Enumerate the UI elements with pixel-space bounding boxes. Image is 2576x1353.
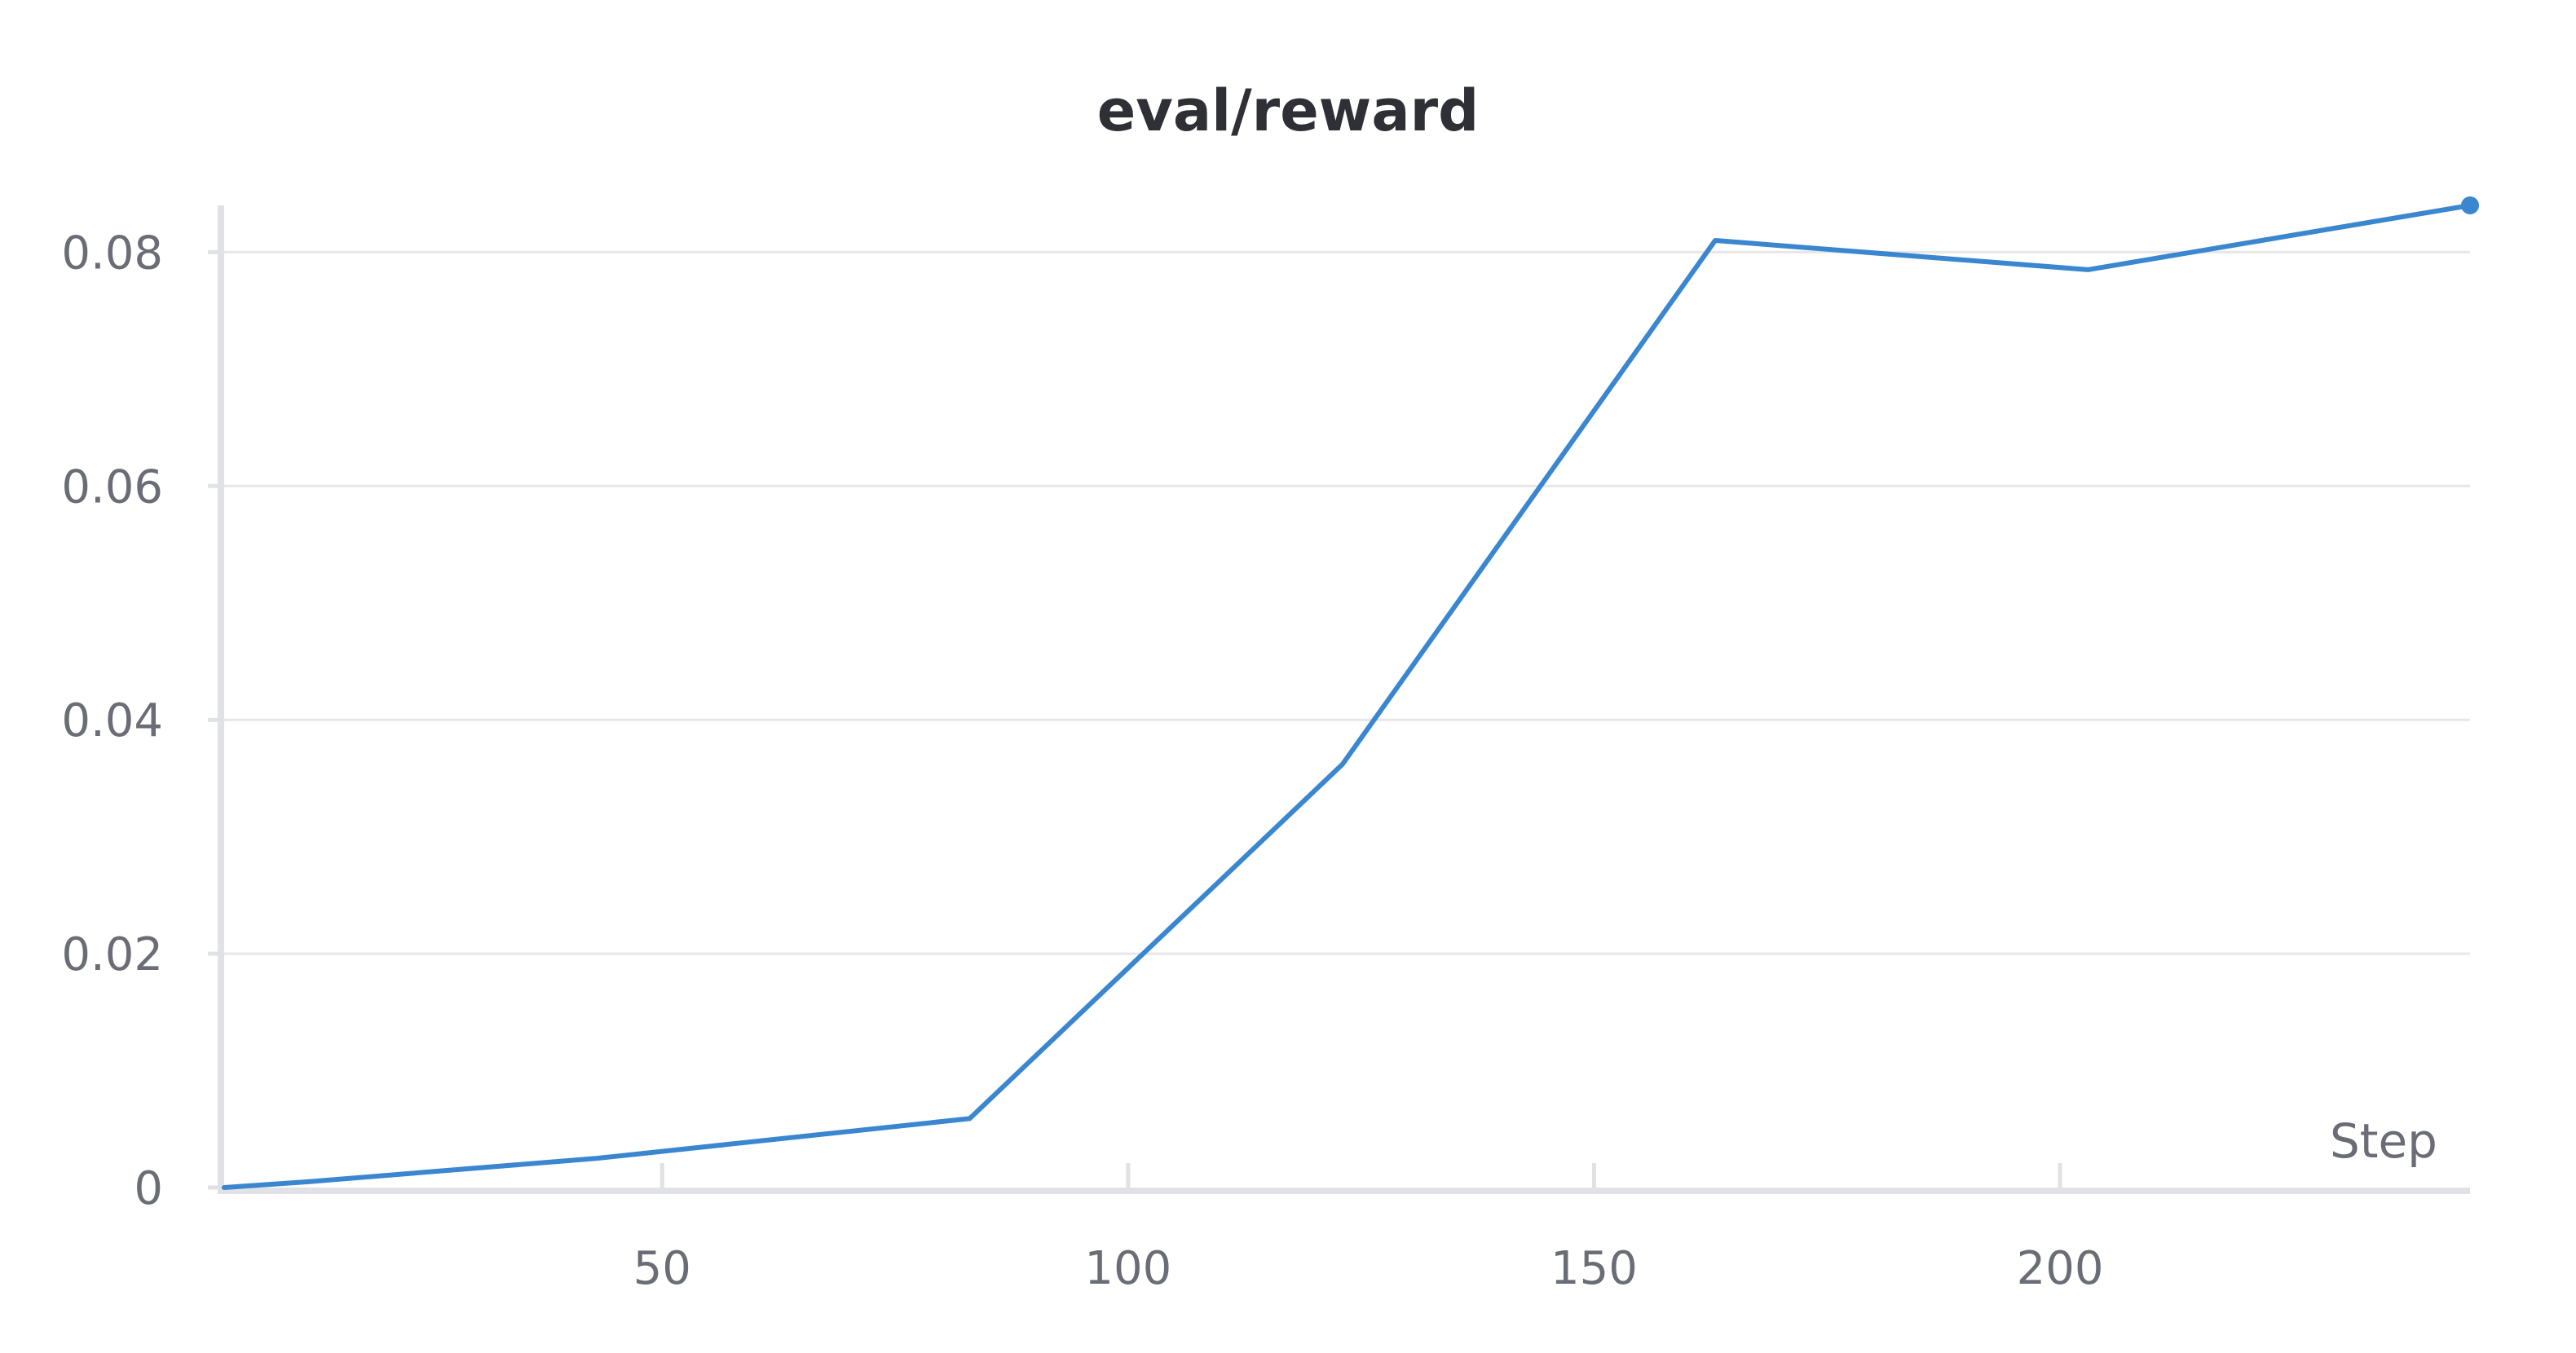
- y-tick-label: 0: [134, 1162, 163, 1215]
- axes: [208, 205, 2470, 1194]
- grid-lines: [224, 250, 2470, 955]
- series-line: [222, 203, 2472, 1190]
- x-axis-label: Step: [2330, 1113, 2437, 1169]
- y-tick-label: 0.04: [61, 694, 163, 747]
- y-tick-label: 0.08: [61, 227, 163, 280]
- x-tick-label: 200: [2017, 1242, 2104, 1295]
- y-tick-label: 0.06: [61, 461, 163, 513]
- tick-labels: 0 0.02 0.04 0.06 0.08 50 100 150 200: [61, 227, 2103, 1295]
- data-series: [222, 196, 2479, 1190]
- series-end-point: [2461, 196, 2479, 214]
- chart-title: eval/reward: [1097, 77, 1479, 144]
- x-tick-label: 150: [1550, 1242, 1638, 1295]
- y-tick-label: 0.02: [61, 928, 163, 981]
- x-tick-label: 50: [633, 1242, 691, 1295]
- x-tick-label: 100: [1084, 1242, 1171, 1295]
